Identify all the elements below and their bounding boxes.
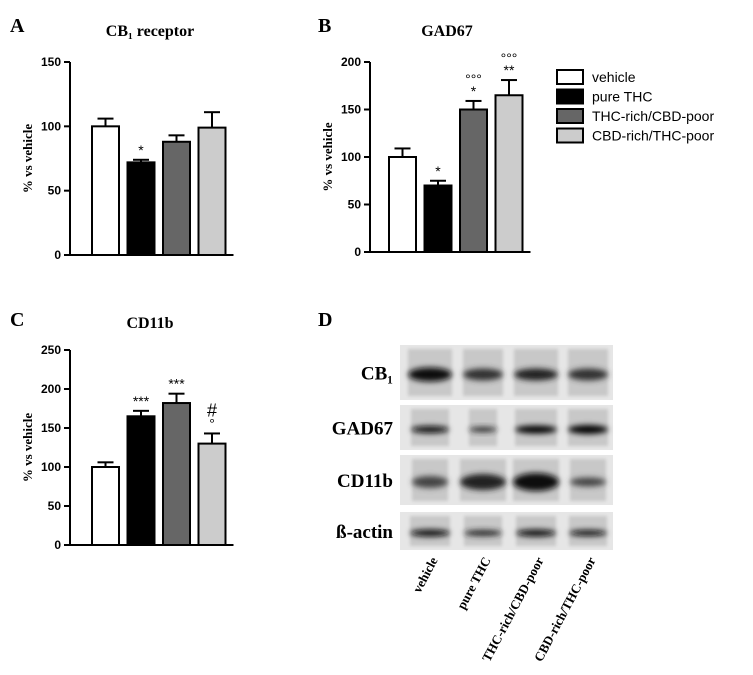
band <box>460 474 506 490</box>
legend-swatch <box>556 88 584 105</box>
band <box>412 476 448 488</box>
y-tick-label: 200 <box>41 382 61 396</box>
panel-letter: A <box>10 15 25 37</box>
bar <box>459 108 488 253</box>
significance-mark: * <box>471 83 477 99</box>
y-tick-label: 50 <box>48 184 62 198</box>
bar <box>494 94 524 253</box>
significance-mark: °°° <box>465 71 482 87</box>
y-tick-label: 150 <box>41 421 61 435</box>
y-tick-label: 150 <box>41 55 61 69</box>
y-tick-label: 100 <box>41 119 61 133</box>
y-tick-label: 0 <box>354 245 361 259</box>
bar <box>388 156 417 253</box>
bar <box>91 125 120 257</box>
blot-lane-label: pure THC <box>454 554 494 611</box>
band <box>513 473 559 491</box>
significance-mark: *** <box>133 393 150 409</box>
significance-mark: # <box>207 400 217 420</box>
band <box>570 477 606 487</box>
y-tick-label: 50 <box>348 198 362 212</box>
y-tick-label: 250 <box>41 343 61 357</box>
significance-mark: * <box>138 142 144 158</box>
chart-title: GAD67 <box>421 23 473 40</box>
bar <box>126 161 156 256</box>
band <box>408 367 452 382</box>
bar <box>126 415 156 546</box>
legend-swatch <box>556 108 584 124</box>
chart-title: CB₁ receptor <box>106 23 194 40</box>
band <box>568 425 608 434</box>
band <box>516 529 556 537</box>
legend-swatch <box>556 127 584 144</box>
legend-label: THC-rich/CBD-poor <box>592 108 714 124</box>
significance-mark: ** <box>504 62 515 78</box>
band <box>410 529 450 537</box>
significance-mark: °°° <box>501 50 518 66</box>
band <box>469 427 497 432</box>
band <box>514 368 558 381</box>
blot-row-label: ß-actin <box>336 522 393 543</box>
legend-label: pure THC <box>592 89 652 105</box>
panel-letter: B <box>318 15 331 37</box>
y-tick-label: 150 <box>341 103 361 117</box>
blot-lane-label: vehicle <box>409 554 440 595</box>
band <box>463 368 503 381</box>
blot-row-label: GAD67 <box>332 419 394 440</box>
blot-row-label: CD11b <box>337 471 393 492</box>
band <box>411 426 449 433</box>
y-tick-label: 100 <box>341 150 361 164</box>
y-axis-label: % vs vehicle <box>20 413 35 483</box>
band <box>464 530 502 536</box>
bar <box>162 402 191 547</box>
y-tick-label: 50 <box>48 499 62 513</box>
significance-mark: ° <box>209 415 215 431</box>
significance-mark: *** <box>168 376 185 392</box>
band <box>515 425 557 434</box>
bar <box>91 466 120 546</box>
y-axis-label: % vs vehicle <box>320 122 335 192</box>
bar <box>162 140 191 256</box>
y-tick-label: 0 <box>54 248 61 262</box>
band <box>569 530 607 536</box>
y-tick-label: 100 <box>41 460 61 474</box>
panel-letter: C <box>10 309 24 331</box>
y-tick-label: 0 <box>54 538 61 552</box>
panel-letter: D <box>318 309 332 331</box>
y-axis-label: % vs vehicle <box>20 124 35 194</box>
legend-swatch <box>556 69 584 85</box>
significance-mark: * <box>435 163 441 179</box>
y-tick-label: 200 <box>341 55 361 69</box>
bar <box>423 184 453 253</box>
blot-row-label: CB₁ <box>361 364 393 385</box>
bar <box>197 126 227 256</box>
bar <box>197 442 227 547</box>
chart-title: CD11b <box>126 315 173 332</box>
legend-label: vehicle <box>592 69 636 85</box>
band <box>568 368 608 381</box>
legend-label: CBD-rich/THC-poor <box>592 128 714 144</box>
